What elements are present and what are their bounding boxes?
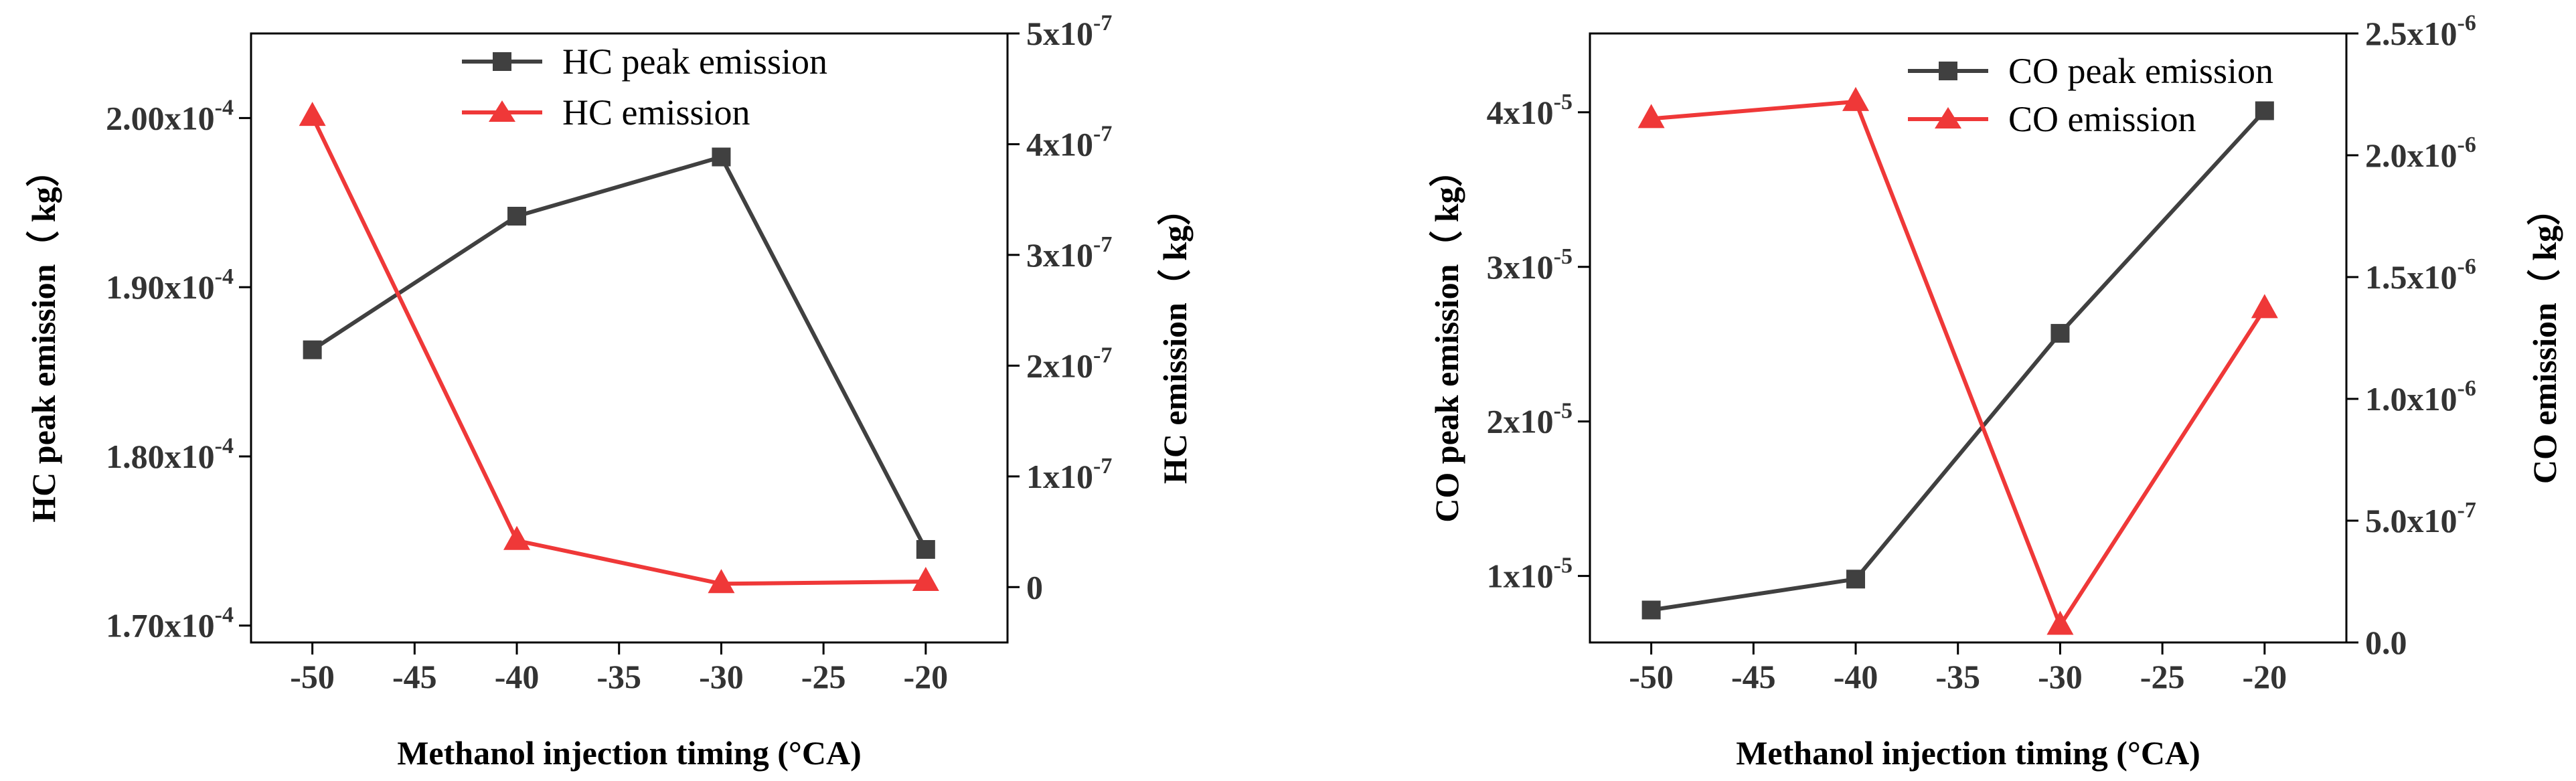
data-point-square <box>303 340 322 359</box>
x-axis-ticks: -50 -45 -40 -35 -30 -25 -20 <box>290 642 948 695</box>
right-y-axis-title: CO emission（ kg） <box>2526 192 2563 484</box>
data-point-triangle <box>708 569 735 594</box>
data-point-square <box>2255 101 2274 120</box>
square-marker-icon <box>493 52 511 71</box>
series-layer <box>1637 86 2278 635</box>
x-tick-label: -20 <box>904 658 949 695</box>
data-point-triangle <box>2251 294 2278 319</box>
co-peak-emission-line <box>1651 109 2267 612</box>
hc-chart: -50 -45 -40 -35 -30 -25 -20 1.70x10-4 1.80x10-4… <box>25 11 1194 772</box>
left-y-tick-label: 1.80x10-4 <box>106 434 234 475</box>
right-y-tick-label: 3x10-7 <box>1026 232 1112 274</box>
data-point-triangle <box>1637 104 1665 128</box>
x-axis-title: Methanol injection timing (°CA) <box>1736 734 2200 772</box>
left-y-tick-label: 2.00x10-4 <box>106 95 234 137</box>
right-y-tick-label: 1x10-7 <box>1026 454 1112 495</box>
data-point-triangle <box>2046 610 2074 635</box>
right-y-axis-ticks: 0 1x10-7 2x10-7 3x10-7 4x10-7 5x10-7 <box>1008 11 1112 606</box>
data-point-square <box>1846 570 1866 589</box>
left-y-tick-label: 1.90x10-4 <box>106 264 234 306</box>
right-y-tick-label: 1.0x10-6 <box>2365 376 2476 418</box>
right-y-tick-label: 4x10-7 <box>1026 121 1112 163</box>
co-chart: -50 -45 -40 -35 -30 -25 -20 1x10-5 2x10-5 3x10-5… <box>1428 11 2563 772</box>
left-y-tick-label: 3x10-5 <box>1487 244 1573 286</box>
data-point-square <box>2050 324 2070 343</box>
x-tick-label: -45 <box>392 658 437 695</box>
right-y-tick-label: 5x10-7 <box>1026 11 1112 52</box>
data-point-triangle <box>912 567 939 591</box>
x-tick-label: -40 <box>495 658 540 695</box>
data-point-square <box>1641 600 1661 620</box>
data-point-triangle <box>1842 86 1870 111</box>
x-tick-label: -35 <box>596 658 641 695</box>
x-tick-label: -30 <box>2038 658 2083 695</box>
left-y-tick-label: 2x10-5 <box>1487 399 1573 440</box>
x-tick-label: -25 <box>2140 658 2185 695</box>
right-y-tick-label: 1.5x10-6 <box>2365 254 2476 296</box>
left-y-tick-label: 4x10-5 <box>1487 90 1573 131</box>
right-y-tick-label: 0 <box>1026 568 1043 606</box>
right-y-tick-label: 5.0x10-7 <box>2365 498 2476 539</box>
x-tick-label: -35 <box>1935 658 1980 695</box>
hc-emission-line <box>310 115 926 586</box>
data-point-square <box>712 147 731 167</box>
x-tick-label: -40 <box>1834 658 1878 695</box>
right-y-tick-label: 0.0 <box>2365 624 2407 661</box>
x-axis-title: Methanol injection timing (°CA) <box>397 734 862 772</box>
legend-item-co-emission: CO emission <box>1908 99 2196 139</box>
data-point-triangle <box>503 525 531 550</box>
left-y-axis-ticks: 1.70x10-4 1.80x10-4 1.90x10-4 2.00x10-4 <box>106 95 251 644</box>
right-y-tick-label: 2x10-7 <box>1026 343 1112 384</box>
co-emission-line <box>1651 99 2267 628</box>
x-tick-label: -45 <box>1731 658 1776 695</box>
data-point-square <box>916 539 935 559</box>
series-layer <box>299 102 939 594</box>
left-y-tick-label: 1x10-5 <box>1487 553 1573 595</box>
hc-peak-emission-line <box>311 155 928 551</box>
square-marker-icon <box>1939 62 1957 80</box>
left-y-axis-title: CO peak emission（ kg） <box>1428 153 1465 522</box>
legend-label: HC peak emission <box>562 41 827 82</box>
legend: CO peak emission CO emission <box>1908 51 2273 139</box>
legend-item-co-peak-emission: CO peak emission <box>1908 51 2273 91</box>
right-y-tick-label: 2.0x10-6 <box>2365 133 2476 174</box>
x-tick-label: -25 <box>801 658 846 695</box>
legend: HC peak emission HC emission <box>462 41 827 133</box>
left-y-axis-title: HC peak emission（ kg） <box>25 153 62 522</box>
legend-item-hc-emission: HC emission <box>462 92 750 133</box>
x-tick-label: -50 <box>290 658 335 695</box>
x-tick-label: -30 <box>699 658 744 695</box>
triangle-marker-icon <box>1935 107 1961 128</box>
x-tick-label: -50 <box>1629 658 1674 695</box>
data-point-square <box>507 207 527 226</box>
right-y-tick-label: 2.5x10-6 <box>2365 11 2476 52</box>
legend-label: HC emission <box>562 92 750 133</box>
x-axis-ticks: -50 -45 -40 -35 -30 -25 -20 <box>1629 642 2287 695</box>
legend-label: CO peak emission <box>2008 51 2273 91</box>
triangle-marker-icon <box>489 100 515 122</box>
legend-label: CO emission <box>2008 99 2196 139</box>
x-tick-label: -20 <box>2243 658 2287 695</box>
plot-frame <box>1589 32 2348 644</box>
left-y-axis-ticks: 1x10-5 2x10-5 3x10-5 4x10-5 <box>1487 90 1590 595</box>
legend-item-hc-peak-emission: HC peak emission <box>462 41 827 82</box>
left-y-tick-label: 1.70x10-4 <box>106 603 234 644</box>
right-y-axis-title: HC emission（ kg） <box>1156 192 1194 484</box>
plot-frame <box>250 32 1009 644</box>
data-point-triangle <box>299 102 326 126</box>
right-y-axis-ticks: 0.0 5.0x10-7 1.0x10-6 1.5x10-6 2.0x10-6 2.5x1… <box>2346 11 2476 661</box>
